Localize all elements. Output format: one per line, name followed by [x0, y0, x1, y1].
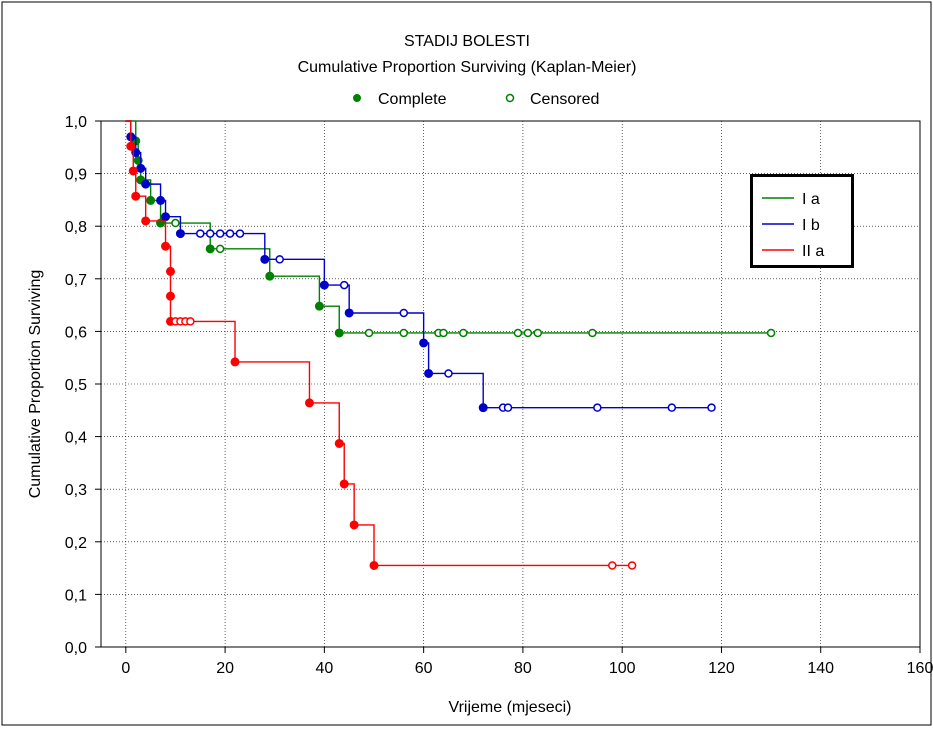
complete-point [175, 229, 185, 239]
y-tick-label: 0,3 [65, 482, 87, 499]
censored-marker-icon [505, 93, 515, 103]
censored-point [593, 403, 602, 412]
x-tick-label: 160 [907, 660, 933, 677]
complete-point [419, 338, 429, 348]
complete-point [260, 254, 270, 264]
complete-point [339, 479, 349, 489]
legend-label: I b [802, 217, 820, 234]
censored-point [399, 308, 409, 318]
series-group [125, 120, 637, 570]
y-tick-label: 0,9 [65, 167, 87, 184]
censored-point [235, 229, 245, 238]
y-axis: 0,0 0,1 0,2 0,3 0,4 0,5 0,6 0,7 0,8 0,9 1,0 [65, 114, 101, 657]
x-tick-label: 0 [121, 660, 130, 677]
legend-label: I a [802, 191, 820, 208]
censored-point [225, 229, 235, 238]
complete-marker-icon [353, 94, 361, 102]
complete-point [141, 216, 151, 226]
censored-point [503, 403, 513, 412]
censored-point [439, 328, 448, 338]
censored-point [513, 328, 523, 338]
legend-label: II a [802, 243, 824, 260]
censored-point [588, 328, 597, 338]
x-tick-label: 100 [609, 660, 636, 677]
x-tick-label: 40 [315, 660, 333, 677]
complete-point [304, 398, 314, 408]
y-tick-label: 0,8 [65, 219, 87, 236]
censored-point [533, 328, 543, 338]
complete-point [146, 195, 156, 205]
censored-point [171, 218, 180, 228]
complete-point [319, 280, 329, 290]
x-tick-label: 140 [807, 660, 834, 677]
marker-legend: Complete Censored [353, 91, 599, 108]
complete-point [165, 266, 175, 276]
censored-point [215, 229, 225, 238]
complete-point [161, 241, 171, 251]
complete-point [128, 166, 138, 176]
y-tick-label: 0,5 [65, 377, 87, 394]
chart-subtitle: Cumulative Proportion Surviving (Kaplan-… [298, 59, 637, 76]
censored-point [186, 317, 195, 326]
complete-point [349, 520, 359, 530]
complete-point [265, 271, 275, 281]
y-tick-label: 0,6 [65, 324, 87, 341]
complete-point [230, 357, 240, 367]
complete-point [161, 212, 171, 222]
x-tick-label: 20 [216, 660, 234, 677]
censored-point [215, 244, 225, 254]
censored-point [196, 229, 205, 238]
y-tick-label: 0,1 [65, 587, 87, 604]
censored-point [275, 255, 284, 264]
censored-point [667, 403, 677, 412]
x-tick-label: 60 [415, 660, 433, 677]
censored-point [766, 328, 776, 338]
complete-point [165, 291, 175, 301]
complete-point [141, 179, 151, 189]
complete-point [205, 244, 215, 254]
marker-legend-complete: Complete [378, 91, 447, 108]
complete-point [126, 141, 136, 151]
complete-point [478, 403, 488, 413]
complete-point [136, 163, 146, 173]
x-axis: 0 20 40 60 80 100 120 140 160 [121, 647, 933, 677]
complete-point [424, 368, 434, 378]
censored-point [707, 403, 716, 412]
y-tick-label: 0,0 [65, 640, 87, 657]
censored-point [608, 561, 617, 570]
complete-point [131, 191, 141, 201]
censored-point [627, 561, 637, 570]
complete-point [314, 301, 324, 311]
x-tick-label: 120 [708, 660, 735, 677]
censored-point [339, 280, 349, 290]
complete-point [334, 438, 344, 448]
x-axis-label: Vrijeme (mjeseci) [449, 699, 572, 716]
complete-point [334, 328, 344, 338]
censored-point [205, 229, 215, 238]
complete-point [156, 195, 166, 205]
complete-point [369, 560, 379, 570]
x-tick-label: 80 [514, 660, 532, 677]
censored-point [444, 369, 453, 378]
y-axis-label: Cumulative Proportion Surviving [27, 270, 44, 499]
chart-title: STADIJ BOLESTI [404, 33, 530, 50]
censored-point [523, 328, 533, 338]
legend-entries: I a I b II a [762, 191, 824, 260]
y-tick-label: 0,7 [65, 272, 87, 289]
censored-point [459, 328, 468, 338]
censored-point [364, 328, 374, 338]
y-tick-label: 1,0 [65, 114, 87, 131]
y-tick-label: 0,4 [65, 430, 87, 447]
marker-legend-censored: Censored [530, 91, 599, 108]
complete-point [344, 308, 354, 318]
series-layer [125, 120, 776, 570]
censored-point [399, 328, 409, 338]
series-legend: I a I b II a [750, 174, 854, 268]
y-tick-label: 0,2 [65, 535, 87, 552]
